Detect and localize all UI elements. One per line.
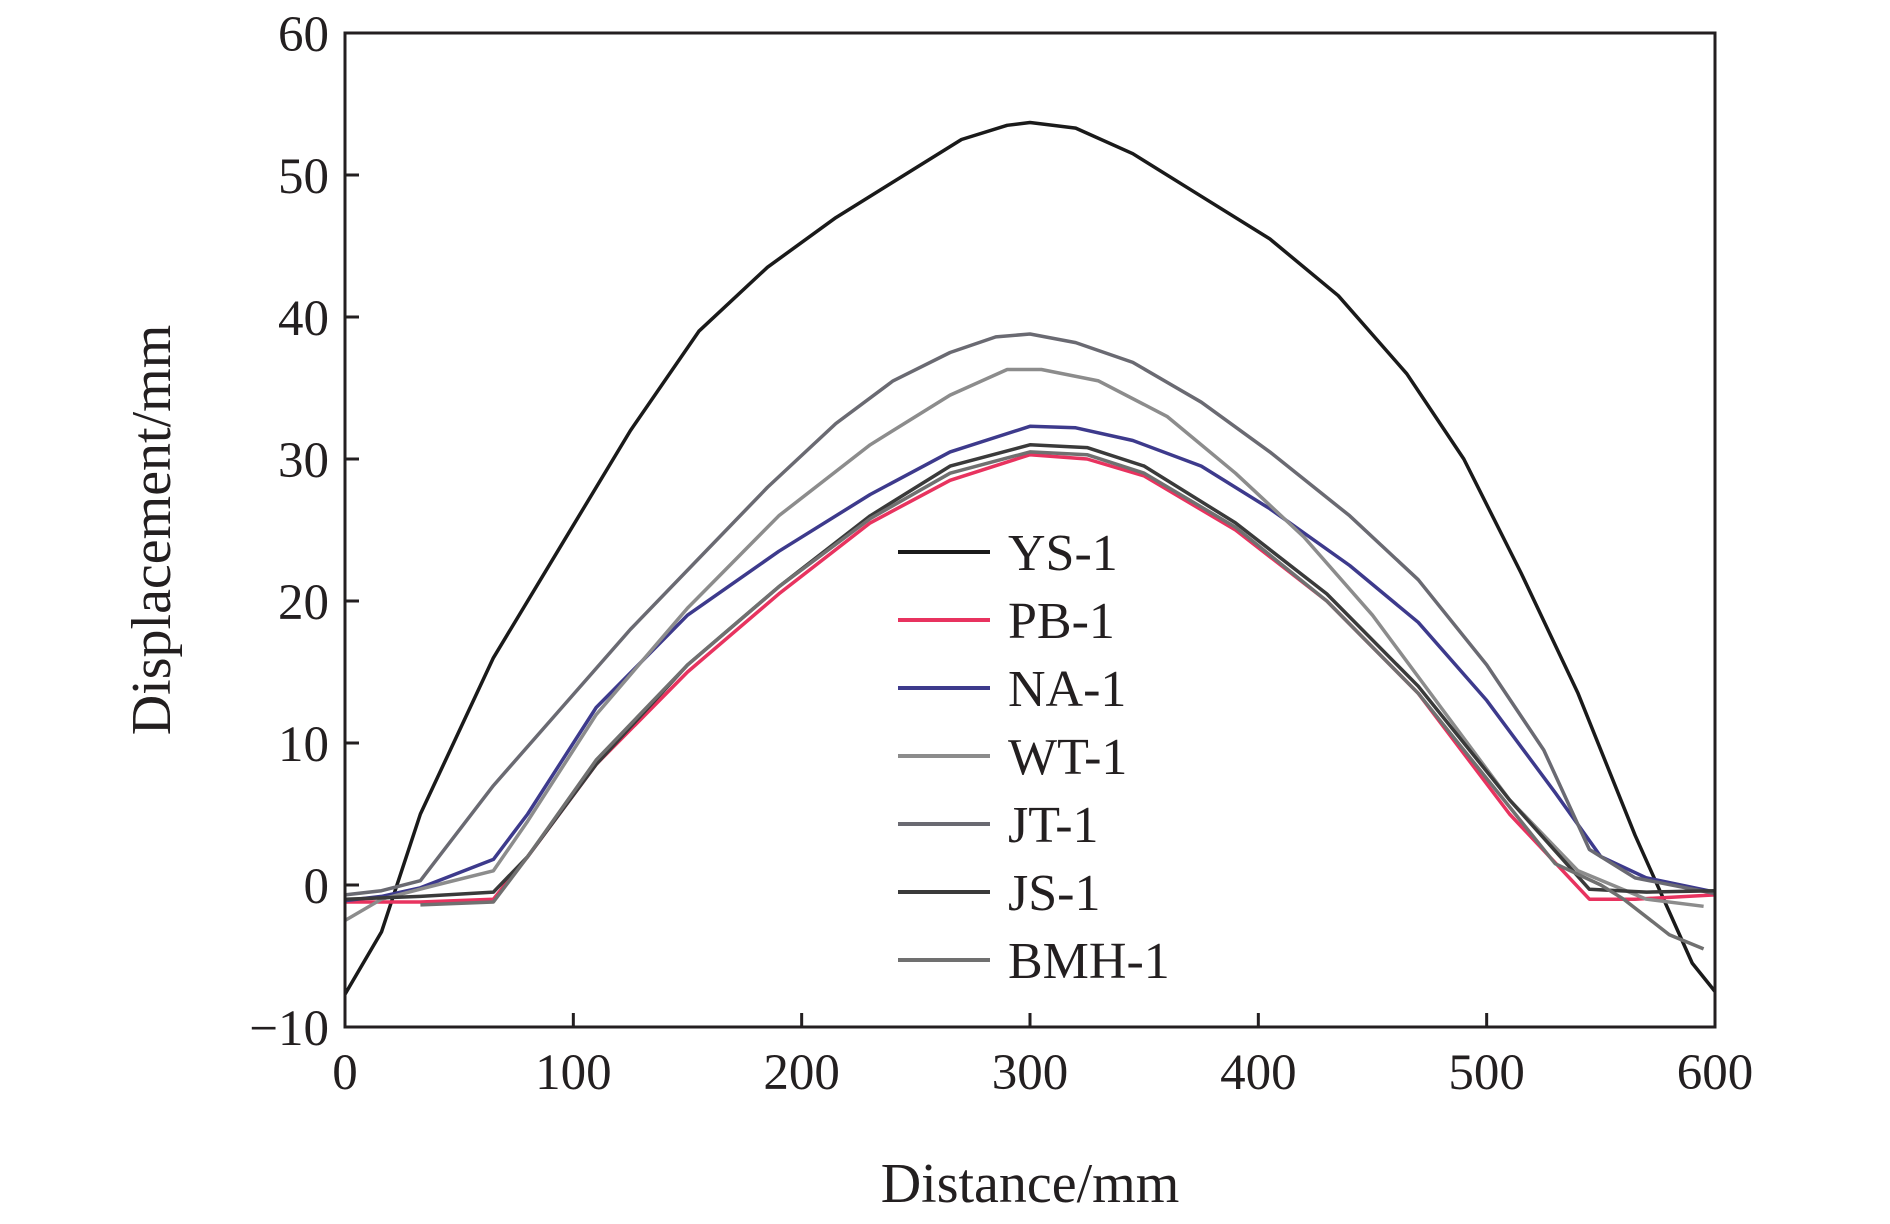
y-tick-label: −10: [249, 1001, 329, 1057]
legend-label-js-1: JS-1: [1008, 865, 1100, 922]
series-line-na-1: [344, 424, 1716, 903]
x-tick-label: 600: [1677, 1045, 1754, 1101]
y-tick-label: 0: [304, 859, 330, 915]
legend: YS-1 PB-1 NA-1 WT-1 JT-1 JS-1 BMH-1: [898, 525, 1170, 990]
y-axis-label: Displacement/mm: [121, 325, 183, 736]
series-line-wt-1: [344, 367, 1704, 923]
legend-label-jt-1: JT-1: [1008, 797, 1099, 854]
series-line-jt-1: [344, 332, 1716, 897]
series-line-ys-1: [343, 120, 1717, 996]
legend-label-na-1: NA-1: [1008, 661, 1126, 718]
x-tick-label: 300: [992, 1045, 1069, 1101]
x-tick-label: 200: [763, 1045, 840, 1101]
y-tick-label: 30: [278, 433, 329, 489]
legend-label-pb-1: PB-1: [1008, 593, 1115, 650]
y-tick-label: 60: [278, 7, 329, 63]
y-tick-label: 10: [278, 717, 329, 773]
x-tick-label: 500: [1448, 1045, 1525, 1101]
y-tick-label: 20: [278, 575, 329, 631]
legend-label-wt-1: WT-1: [1008, 729, 1127, 786]
series-line-bmh-1: [420, 450, 1705, 951]
x-tick-label: 100: [535, 1045, 612, 1101]
y-tick-label: 40: [278, 291, 329, 347]
x-tick-label: 400: [1220, 1045, 1297, 1101]
x-axis-label: Distance/mm: [881, 1153, 1180, 1215]
legend-label-ys-1: YS-1: [1008, 525, 1118, 582]
x-tick-label: 0: [332, 1045, 358, 1101]
series-layer: [343, 120, 1717, 996]
y-tick-label: 50: [278, 149, 329, 205]
legend-label-bmh-1: BMH-1: [1008, 933, 1170, 990]
